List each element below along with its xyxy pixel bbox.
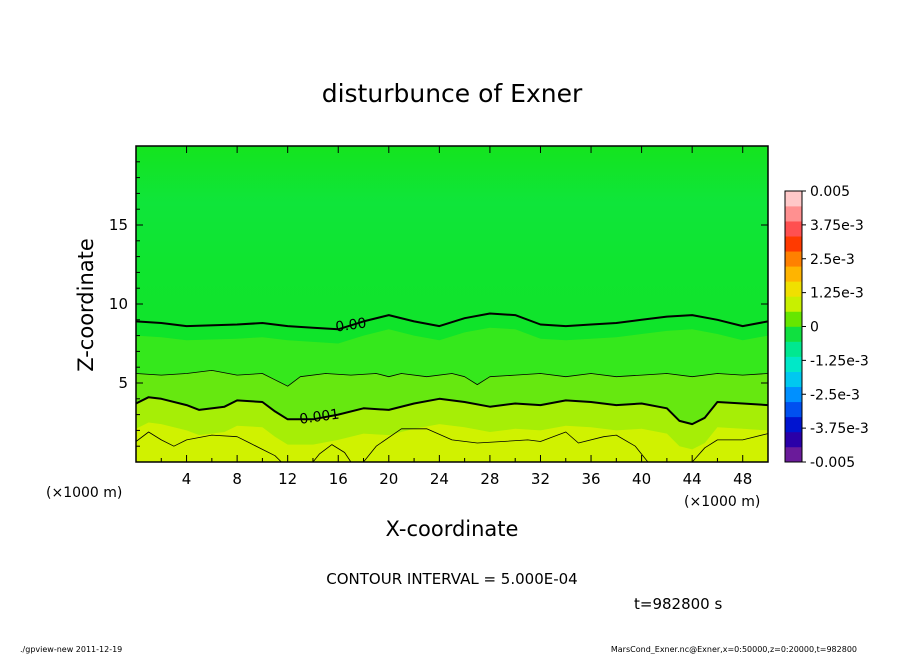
contour-interval-note: CONTOUR INTERVAL = 5.000E-04	[326, 570, 577, 588]
colorbar-label: 1.25e-3	[810, 286, 864, 302]
x-tick-label: 36	[581, 470, 600, 488]
colorbar-label: -2.5e-3	[810, 387, 860, 403]
colorbar-segment	[785, 281, 802, 297]
y-tick-label: 10	[109, 295, 128, 313]
colorbar-segment	[785, 356, 802, 372]
x-tick-label: 12	[278, 470, 297, 488]
contour-line-2	[136, 396, 768, 426]
footer-right: MarsCond_Exner.nc@Exner,x=0:50000,z=0:20…	[611, 645, 857, 654]
x-tick-label: 20	[379, 470, 398, 488]
colorbar-segment	[785, 236, 802, 252]
y-tick-label: 15	[109, 216, 128, 234]
x-tick-label: 28	[480, 470, 499, 488]
footer-left: ./gpview-new 2011-12-19	[20, 645, 122, 654]
time-annotation: t=982800 s	[634, 595, 722, 613]
contour-line-4	[312, 444, 352, 462]
colorbar-segment	[785, 266, 802, 282]
contour-label: 0.001	[298, 406, 340, 427]
contour-lines: 0.00 0.001	[136, 312, 768, 462]
colorbar-label: -0.005	[810, 455, 855, 471]
colorbar-label: 0	[810, 320, 819, 336]
x-tick-label: 44	[683, 470, 702, 488]
colorbar-segment	[785, 386, 802, 403]
colorbar-segment	[785, 416, 802, 433]
y-axis: 5 10 15	[109, 161, 768, 447]
chart-title: disturbunce of Exner	[322, 79, 583, 108]
contour-band-4	[136, 422, 768, 462]
x-tick-label: 16	[329, 470, 348, 488]
contour-line-1	[136, 370, 768, 387]
colorbar-segment	[785, 191, 802, 207]
colorbar-label: -1.25e-3	[810, 353, 869, 369]
colorbar-segment	[785, 341, 802, 357]
colorbar-segment	[785, 371, 802, 388]
contour-bands	[136, 313, 768, 462]
colorbar: 0.005 3.75e-3 2.5e-3 1.25e-3 0 -1.25e-3 -2.5e-…	[784, 184, 869, 471]
contour-label: 0.00	[334, 315, 367, 335]
colorbar-label: 3.75e-3	[810, 218, 864, 234]
x-unit-left: (×1000 m)	[46, 485, 122, 501]
colorbar-segment	[785, 221, 802, 237]
y-tick-label: 5	[118, 374, 128, 392]
colorbar-segment	[785, 251, 802, 267]
colorbar-segment	[785, 446, 802, 463]
colorbar-segment	[785, 326, 802, 342]
x-axis-label: X-coordinate	[386, 517, 519, 541]
contour-line-3	[136, 431, 282, 462]
contour-line-0	[136, 312, 768, 331]
colorbar-label: 2.5e-3	[810, 252, 855, 268]
x-tick-label: 40	[632, 470, 651, 488]
colorbar-segment	[785, 431, 802, 448]
colorbar-segment	[785, 206, 802, 222]
x-tick-label: 8	[232, 470, 242, 488]
contour-line-5	[363, 428, 649, 462]
x-unit-right: (×1000 m)	[684, 494, 760, 510]
x-tick-label: 4	[182, 470, 192, 488]
y-axis-label: Z-coordinate	[74, 238, 98, 372]
x-tick-label: 48	[733, 470, 752, 488]
plot-area: 0.00 0.001	[136, 146, 768, 462]
colorbar-label: 0.005	[810, 184, 850, 200]
colorbar-segment	[785, 401, 802, 418]
x-tick-label: 32	[531, 470, 550, 488]
colorbar-label: -3.75e-3	[810, 421, 869, 437]
contour-line-6	[691, 433, 768, 462]
colorbar-segment	[785, 296, 802, 312]
x-tick-label: 24	[430, 470, 449, 488]
colorbar-segment	[785, 311, 802, 327]
x-axis: 4 8 12 16 20 24 28 32 36 40 44 48	[160, 146, 752, 488]
